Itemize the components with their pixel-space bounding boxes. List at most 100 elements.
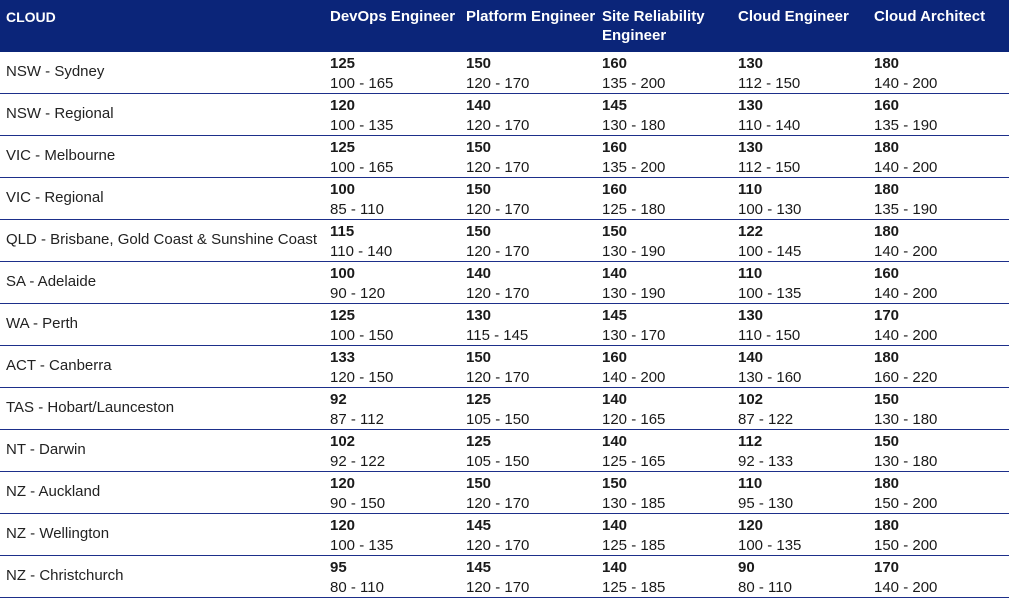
salary-median: 150 [874,433,900,450]
salary-median: 140 [602,265,628,282]
table-body: NSW - Sydney 125 100 - 165 150 120 - 170 160 1… [0,52,1009,598]
salary-cell: 120 90 - 150 [330,474,460,514]
salary-cell: 100 90 - 120 [330,264,460,304]
header-devops-engineer: DevOps Engineer [330,8,456,25]
salary-range: 120 - 170 [466,285,530,302]
salary-range: 140 - 200 [602,369,666,386]
salary-median: 140 [602,559,628,576]
salary-median: 120 [330,97,356,114]
salary-cell: 120 100 - 135 [738,516,868,556]
salary-range: 125 - 185 [602,537,666,554]
salary-range: 100 - 165 [330,159,394,176]
salary-range: 120 - 170 [466,201,530,218]
row-location: WA - Perth [6,315,78,332]
salary-median: 110 [738,181,763,198]
salary-range: 130 - 190 [602,243,666,260]
salary-median: 170 [874,559,900,576]
salary-range: 140 - 200 [874,579,938,596]
salary-median: 110 [738,475,763,492]
salary-range: 140 - 200 [874,243,938,260]
salary-median: 120 [330,517,356,534]
salary-median: 160 [602,139,628,156]
salary-cell: 180 140 - 200 [874,54,1004,94]
salary-range: 135 - 200 [602,159,666,176]
row-location: VIC - Melbourne [6,147,116,164]
salary-median: 120 [330,475,356,492]
salary-cell: 125 105 - 150 [466,432,598,472]
salary-range: 135 - 190 [874,117,938,134]
salary-median: 160 [602,349,628,366]
header-cloud: CLOUD [6,9,56,25]
salary-cell: 110 95 - 130 [738,474,868,514]
salary-range: 120 - 150 [330,369,394,386]
salary-range: 120 - 170 [466,117,530,134]
row-location: NZ - Christchurch [6,567,124,584]
salary-range: 150 - 200 [874,495,938,512]
table-row: NSW - Regional 120 100 - 135 140 120 - 170 14… [0,94,1009,136]
salary-cell: 150 130 - 190 [602,222,732,262]
salary-median: 140 [738,349,764,366]
header-site-reliability-engineer: Site Reliability Engineer [602,8,705,44]
salary-range: 120 - 170 [466,579,530,596]
salary-cell: 150 120 - 170 [466,54,598,94]
salary-cell: 160 140 - 200 [874,264,1004,304]
salary-median: 180 [874,517,900,534]
salary-cell: 130 115 - 145 [466,306,598,346]
salary-cell: 160 135 - 190 [874,96,1004,136]
salary-range: 100 - 135 [738,285,802,302]
row-location: NZ - Wellington [6,525,110,542]
salary-range: 100 - 135 [738,537,802,554]
salary-cell: 150 130 - 180 [874,432,1004,472]
salary-range: 95 - 130 [738,495,794,512]
salary-median: 130 [738,139,764,156]
salary-cell: 90 80 - 110 [738,558,868,598]
salary-median: 95 [330,559,347,576]
salary-cell: 133 120 - 150 [330,348,460,388]
salary-range: 130 - 185 [602,495,666,512]
salary-cell: 145 120 - 170 [466,516,598,556]
salary-median: 180 [874,55,900,72]
salary-median: 150 [466,223,492,240]
salary-range: 125 - 180 [602,201,666,218]
salary-cell: 150 130 - 185 [602,474,732,514]
salary-median: 140 [466,265,492,282]
salary-cell: 170 140 - 200 [874,558,1004,598]
salary-median: 150 [466,139,492,156]
salary-median: 145 [466,517,492,534]
table-row: NT - Darwin 102 92 - 122 125 105 - 150 140 125… [0,430,1009,472]
salary-cell: 140 120 - 170 [466,264,598,304]
salary-median: 145 [602,97,628,114]
row-location: NSW - Sydney [6,63,105,80]
salary-range: 130 - 180 [874,411,938,428]
salary-cell: 102 92 - 122 [330,432,460,472]
salary-median: 140 [602,433,628,450]
table-row: NZ - Auckland 120 90 - 150 150 120 - 170 150 1… [0,472,1009,514]
salary-cell: 160 135 - 200 [602,138,732,178]
salary-cell: 180 150 - 200 [874,516,1004,556]
table-row: ACT - Canberra 133 120 - 150 150 120 - 170 16… [0,346,1009,388]
salary-median: 130 [738,307,764,324]
salary-median: 102 [738,391,764,408]
salary-range: 130 - 180 [602,117,666,134]
salary-cell: 150 120 - 170 [466,222,598,262]
salary-cell: 150 120 - 170 [466,348,598,388]
salary-median: 180 [874,475,900,492]
salary-cell: 100 85 - 110 [330,180,460,220]
salary-cell: 160 125 - 180 [602,180,732,220]
salary-range: 130 - 190 [602,285,666,302]
salary-median: 122 [738,223,764,240]
salary-median: 133 [330,349,356,366]
table-row: VIC - Regional 100 85 - 110 150 120 - 170 160… [0,178,1009,220]
salary-cell: 122 100 - 145 [738,222,868,262]
salary-cell: 102 87 - 122 [738,390,868,430]
salary-range: 80 - 110 [330,579,384,596]
salary-median: 150 [466,55,492,72]
salary-cell: 115 110 - 140 [330,222,460,262]
salary-median: 90 [738,559,755,576]
salary-cell: 110 100 - 135 [738,264,868,304]
salary-range: 100 - 150 [330,327,394,344]
salary-range: 92 - 133 [738,453,794,470]
salary-cell: 92 87 - 112 [330,390,460,430]
salary-range: 140 - 200 [874,285,938,302]
row-location: SA - Adelaide [6,273,97,290]
